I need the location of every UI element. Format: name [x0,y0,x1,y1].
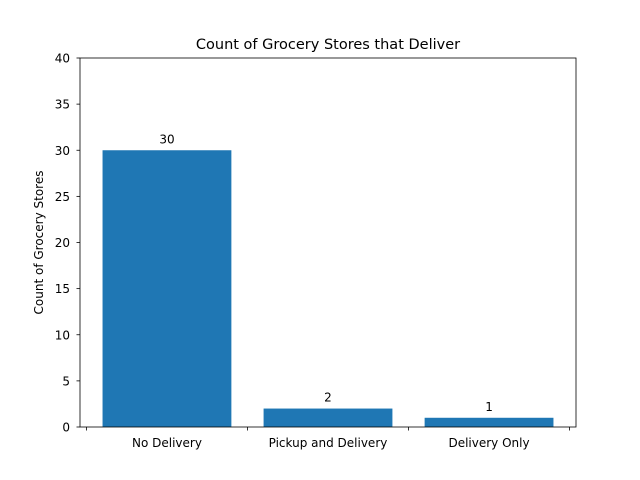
y-tick-label: 35 [55,98,70,112]
bar-no-delivery [102,150,232,427]
data-labels-group: 30 2 1 [159,132,493,414]
y-tick-label: 5 [62,374,70,388]
x-tick-label-delivery-only: Delivery Only [448,436,529,450]
x-tick-label-no-delivery: No Delivery [132,436,202,450]
x-axis-ticks: No Delivery Pickup and Delivery Delivery O… [86,427,570,450]
y-tick-label: 20 [55,236,70,250]
chart-title: Count of Grocery Stores that Deliver [196,37,460,53]
data-label-pickup-and-delivery: 2 [324,391,332,405]
y-tick-label: 15 [55,282,70,296]
y-tick-label: 30 [55,144,70,158]
x-tick-label-pickup-and-delivery: Pickup and Delivery [269,436,388,450]
y-axis-label: Count of Grocery Stores [32,171,46,315]
y-tick-label: 40 [55,52,70,66]
bar-delivery-only [424,417,554,427]
y-axis-ticks: 0 5 10 15 20 25 30 35 40 [55,52,80,435]
y-tick-label: 25 [55,190,70,204]
bar-pickup-and-delivery [263,408,393,427]
plot-frame [79,57,577,428]
y-tick-label: 0 [62,421,70,435]
y-tick-label: 10 [55,328,70,342]
bars-group [102,150,554,427]
data-label-no-delivery: 30 [159,132,174,146]
data-label-delivery-only: 1 [485,400,493,414]
